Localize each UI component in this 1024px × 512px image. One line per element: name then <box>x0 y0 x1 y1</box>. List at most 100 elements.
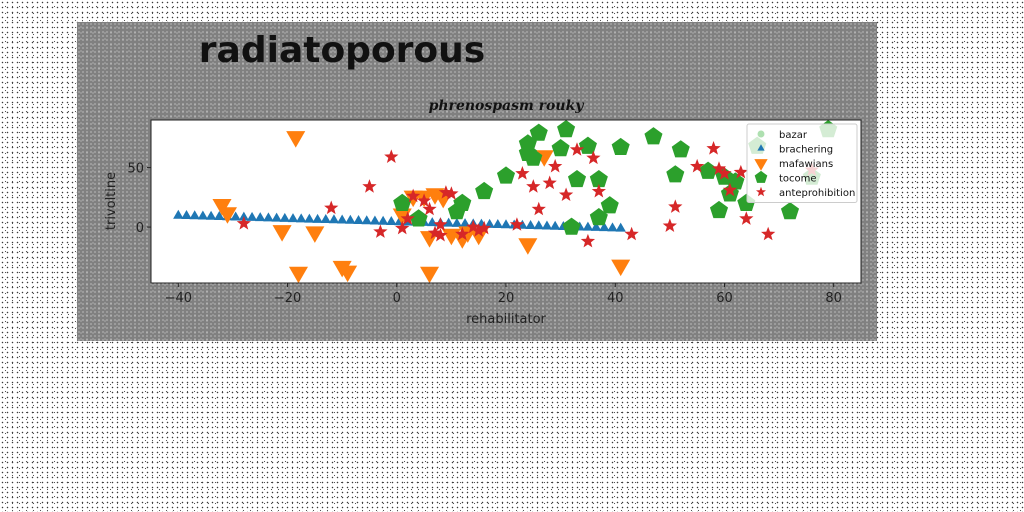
point-anteprohibition-35 <box>722 182 738 197</box>
point-anteprohibition-28 <box>624 226 639 241</box>
point-anteprohibition-8 <box>422 201 437 216</box>
point-brachering-13 <box>279 212 290 222</box>
y-axis: 0 50 <box>127 162 151 236</box>
point-tocome-1 <box>557 120 576 138</box>
point-anteprohibition-30 <box>668 199 683 213</box>
point-mafawians-4 <box>288 266 308 284</box>
x-axis-label: rehabilitator <box>466 312 546 327</box>
point-anteprohibition-21 <box>542 175 557 190</box>
point-brachering-10 <box>255 212 266 222</box>
legend-box <box>746 123 858 203</box>
legend: bazar brachering mafawians tocome anteprohib… <box>746 123 858 203</box>
point-tocome-24 <box>589 208 608 226</box>
x-tick-label: −20 <box>274 291 301 306</box>
point-brachering-17 <box>312 213 323 223</box>
point-anteprohibition-19 <box>526 179 541 193</box>
x-tick-label: 20 <box>498 291 515 306</box>
point-anteprohibition-17 <box>509 217 525 231</box>
point-brachering-45 <box>541 220 553 230</box>
point-brachering-34 <box>451 217 463 227</box>
point-anteprohibition-32 <box>706 141 721 155</box>
point-anteprohibition-24 <box>569 142 585 156</box>
figure-title: radiatoporous <box>199 30 485 71</box>
point-brachering-3 <box>197 210 209 220</box>
legend-marker-bazar <box>757 130 765 138</box>
chart-figure: radiatoporous phrenospasm rouky −40 −20 0 2… <box>77 22 877 341</box>
point-brachering-22 <box>353 215 364 225</box>
point-tocome-0 <box>529 123 548 141</box>
point-brachering-44 <box>533 220 544 230</box>
y-tick-label: 50 <box>127 162 144 177</box>
point-tocome-22 <box>496 166 516 184</box>
point-tocome-4 <box>524 148 543 166</box>
y-axis-label: trivoltine <box>104 172 119 230</box>
point-tocome-9 <box>644 127 663 145</box>
axes-title: phrenospasm rouky <box>429 98 585 114</box>
point-tocome-23 <box>567 169 587 188</box>
point-anteprohibition-1 <box>324 200 339 215</box>
point-mafawians-18 <box>469 228 489 246</box>
point-anteprohibition-7 <box>416 193 432 207</box>
point-brachering-46 <box>549 220 561 230</box>
point-brachering-18 <box>320 214 331 224</box>
point-anteprohibition-3 <box>373 224 388 238</box>
point-tocome-12 <box>699 161 718 179</box>
point-mafawians-16 <box>420 266 440 284</box>
point-anteprohibition-20 <box>531 201 546 216</box>
point-brachering-31 <box>427 217 438 227</box>
point-brachering-23 <box>361 215 372 225</box>
point-tocome-11 <box>666 165 685 183</box>
point-brachering-4 <box>205 210 217 220</box>
point-brachering-24 <box>369 215 381 225</box>
point-anteprohibition-2 <box>362 179 377 193</box>
point-brachering-21 <box>345 214 356 224</box>
point-brachering-33 <box>443 217 454 227</box>
legend-marker-brachering <box>757 144 765 151</box>
point-tocome-30 <box>409 209 428 227</box>
point-anteprohibition-13 <box>455 226 470 241</box>
point-anteprohibition-18 <box>515 166 530 180</box>
point-brachering-40 <box>500 219 512 229</box>
point-brachering-20 <box>336 214 348 224</box>
point-anteprohibition-16 <box>477 220 492 235</box>
point-tocome-18 <box>780 202 800 220</box>
point-anteprohibition-31 <box>690 158 705 173</box>
point-brachering-53 <box>607 222 618 232</box>
point-tocome-10 <box>671 140 690 158</box>
point-tocome-15 <box>709 200 729 219</box>
legend-marker-anteprohibition <box>756 186 766 197</box>
point-mafawians-1 <box>212 198 232 216</box>
point-tocome-28 <box>475 181 494 200</box>
point-tocome-27 <box>447 202 466 220</box>
point-brachering-7 <box>230 211 241 221</box>
point-mafawians-21 <box>611 259 631 277</box>
legend-label-anteprohibition: anteprohibition <box>779 188 855 199</box>
point-anteprohibition-23 <box>558 187 574 202</box>
point-brachering-2 <box>189 210 200 220</box>
point-anteprohibition-36 <box>733 164 748 179</box>
point-anteprohibition-37 <box>739 211 754 225</box>
legend-marker-tocome <box>754 170 768 183</box>
point-brachering-54 <box>615 222 626 232</box>
point-mafawians-0 <box>286 131 306 148</box>
point-anteprohibition-10 <box>433 217 448 231</box>
point-brachering-52 <box>599 222 610 232</box>
legend-label-brachering: brachering <box>779 145 833 156</box>
point-mafawians-5 <box>305 226 325 243</box>
point-brachering-0 <box>173 209 184 219</box>
point-brachering-5 <box>214 210 225 220</box>
point-tocome-6 <box>578 136 597 154</box>
point-anteprohibition-33 <box>711 161 727 175</box>
point-anteprohibition-5 <box>400 211 415 225</box>
point-anteprohibition-14 <box>466 219 481 234</box>
point-brachering-26 <box>386 215 397 225</box>
point-brachering-11 <box>263 212 274 222</box>
x-tick-label: −40 <box>165 291 192 306</box>
point-tocome-7 <box>589 169 608 188</box>
point-mafawians-19 <box>518 238 538 255</box>
point-anteprohibition-6 <box>406 188 421 203</box>
y-tick-label: 0 <box>136 221 144 236</box>
point-brachering-43 <box>525 220 536 230</box>
point-anteprohibition-25 <box>580 233 596 248</box>
point-brachering-9 <box>246 211 258 221</box>
